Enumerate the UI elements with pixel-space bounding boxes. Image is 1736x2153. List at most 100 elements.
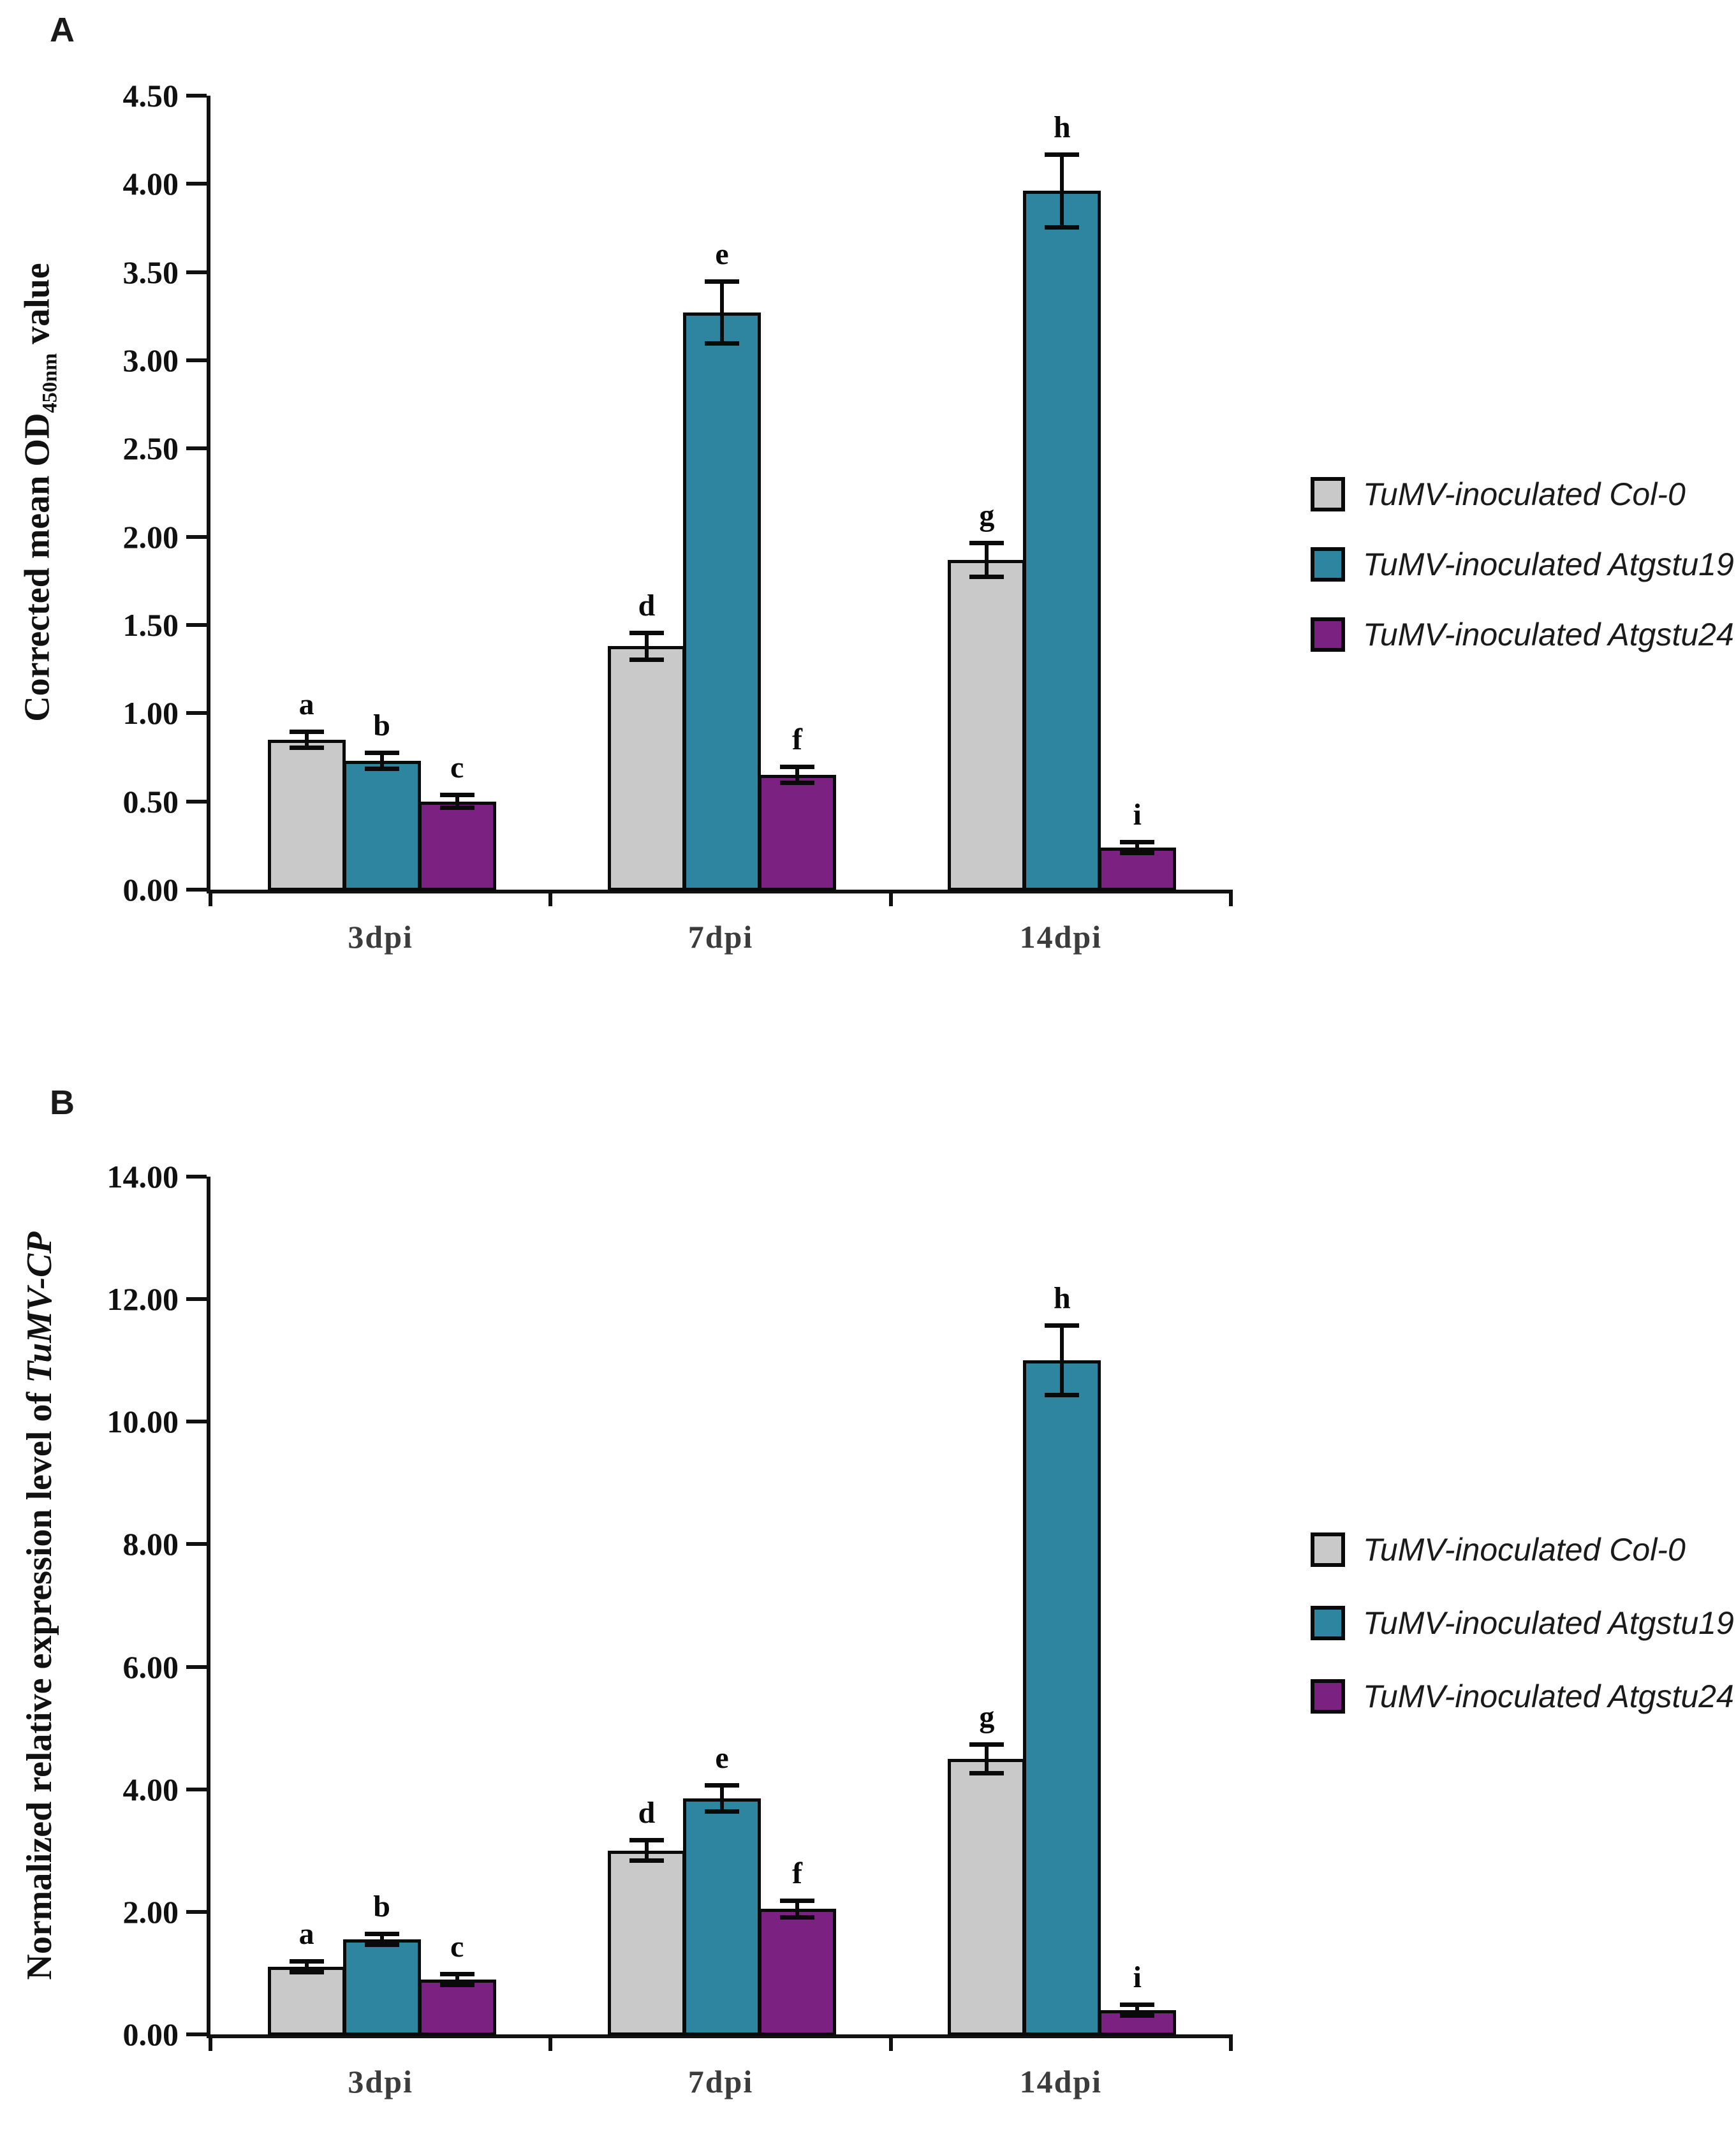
y-tick-label: 0.00 (122, 2017, 179, 2052)
legend-swatch-series3 (1311, 617, 1345, 652)
error-bar-cap-top (1045, 152, 1080, 158)
error-bar-line (985, 1745, 989, 1772)
y-tick-mark (186, 1909, 207, 1914)
x-category-label: 3dpi (348, 919, 413, 955)
y-tick-mark (186, 623, 207, 627)
panel-label-a: A (50, 11, 75, 49)
error-bar-cap-bottom (1120, 850, 1155, 855)
y-axis-line (207, 96, 210, 893)
y-tick-mark (186, 711, 207, 716)
sig-letter-g: g (979, 498, 995, 533)
error-bar-cap-bottom (629, 1858, 664, 1863)
x-axis-line (207, 2034, 1231, 2038)
bar-3dpi-series3 (418, 801, 496, 891)
error-bar-line (304, 732, 309, 747)
x-category-label: 7dpi (688, 2064, 754, 2099)
error-bar-line (1060, 156, 1064, 226)
sig-letter-h: h (1053, 110, 1071, 145)
bar-14dpi-series1 (948, 1758, 1026, 2036)
error-bar-line (645, 633, 649, 659)
y-axis-title: Normalized relative expression level of … (19, 1231, 60, 1980)
y-tick-mark (186, 799, 207, 804)
y-axis-line (207, 1177, 210, 2038)
panel-label-b: B (50, 1084, 75, 1122)
legend-swatch-series2 (1311, 547, 1345, 582)
sig-letter-a: a (298, 687, 314, 721)
error-bar-cap-top (969, 1742, 1004, 1747)
bar-14dpi-series2 (1023, 191, 1101, 891)
y-tick-mark (186, 270, 207, 274)
y-tick-mark (186, 1175, 207, 1179)
error-bar-cap-bottom (705, 341, 739, 346)
error-bar-line (1135, 2005, 1140, 2015)
error-bar-cap-top (1120, 2002, 1155, 2007)
error-bar-cap-bottom (780, 1914, 814, 1920)
y-tick-label: 4.50 (122, 78, 179, 114)
error-bar-line (795, 1901, 799, 1916)
bar-14dpi-series2 (1023, 1360, 1101, 2036)
y-tick-mark (186, 446, 207, 451)
bar-3dpi-series3 (418, 1979, 496, 2036)
x-tick-mark (209, 2034, 212, 2051)
error-bar-cap-top (780, 765, 814, 770)
y-tick-mark (186, 182, 207, 186)
error-bar-line (985, 543, 989, 576)
error-bar-cap-bottom (1045, 1393, 1080, 1398)
y-tick-label: 0.50 (122, 783, 179, 819)
error-bar-cap-bottom (289, 1970, 324, 1975)
error-bar-cap-bottom (439, 1982, 474, 1987)
sig-letter-c: c (450, 751, 464, 785)
y-tick-mark (186, 1664, 207, 1669)
error-bar-cap-top (705, 279, 739, 284)
x-tick-mark (1229, 2034, 1233, 2051)
error-bar-cap-bottom (629, 657, 664, 662)
x-axis-line (207, 890, 1231, 893)
error-bar-line (379, 1935, 384, 1944)
y-axis-title-wrap: Normalized relative expression level of … (14, 1231, 65, 1980)
x-category-label: 14dpi (1019, 2064, 1103, 2099)
error-bar-cap-top (439, 1971, 474, 1976)
x-category-label: 7dpi (688, 919, 754, 955)
sig-letter-f: f (792, 723, 802, 757)
legend-label-series2: TuMV-inoculated Atgstu19 (1363, 547, 1734, 582)
error-bar-line (720, 1786, 724, 1811)
error-bar-cap-top (780, 1898, 814, 1903)
error-bar-cap-bottom (439, 805, 474, 810)
error-bar-line (455, 796, 459, 807)
error-bar-cap-top (969, 540, 1004, 545)
sig-letter-f: f (792, 1856, 802, 1890)
error-bar-cap-bottom (1120, 2013, 1155, 2018)
legend-label-series1: TuMV-inoculated Col-0 (1363, 1532, 1686, 1568)
error-bar-cap-bottom (969, 1770, 1004, 1775)
y-tick-label: 4.00 (122, 1771, 179, 1807)
y-tick-label: 2.00 (122, 518, 179, 555)
y-tick-label: 1.50 (122, 607, 179, 643)
error-bar-cap-top (439, 793, 474, 798)
y-tick-mark (186, 1420, 207, 1424)
bar-7dpi-series3 (758, 775, 836, 891)
error-bar-cap-bottom (364, 1943, 399, 1948)
y-tick-label: 2.50 (122, 430, 179, 467)
error-bar-cap-bottom (364, 767, 399, 772)
sig-letter-g: g (979, 1700, 995, 1734)
y-tick-mark (186, 1787, 207, 1791)
error-bar-cap-top (289, 729, 324, 734)
sig-letter-e: e (715, 1740, 729, 1775)
bar-7dpi-series2 (683, 1798, 761, 2036)
y-tick-mark (186, 534, 207, 539)
y-tick-label: 12.00 (107, 1281, 179, 1318)
y-tick-label: 3.50 (122, 254, 179, 290)
sig-letter-i: i (1133, 797, 1142, 832)
error-bar-line (455, 1974, 459, 1984)
x-tick-mark (888, 890, 893, 906)
bar-7dpi-series1 (608, 1850, 686, 2036)
sig-letter-a: a (298, 1917, 314, 1951)
y-tick-mark (186, 888, 207, 892)
error-bar-line (1060, 1326, 1064, 1395)
error-bar-cap-top (364, 1932, 399, 1937)
y-tick-label: 14.00 (107, 1159, 179, 1194)
error-bar-cap-bottom (969, 574, 1004, 579)
y-tick-mark (186, 358, 207, 362)
bar-3dpi-series1 (267, 1967, 346, 2036)
y-tick-mark (186, 1542, 207, 1547)
